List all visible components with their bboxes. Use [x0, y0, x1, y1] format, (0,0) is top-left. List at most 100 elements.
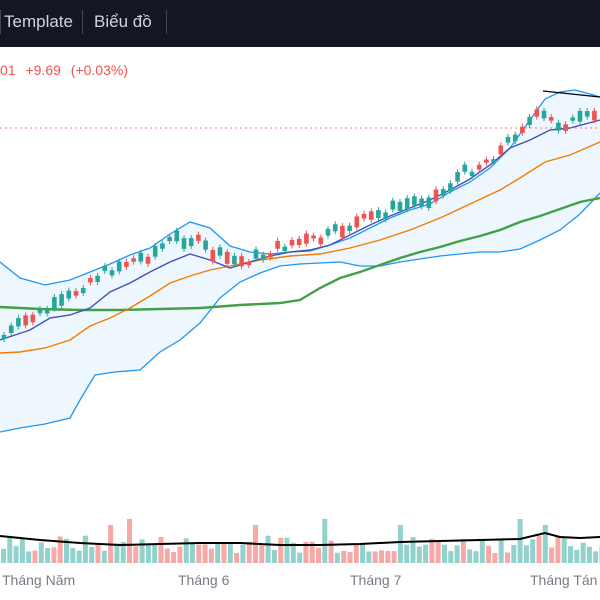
volume-bar [152, 545, 158, 563]
candle-body [469, 171, 475, 177]
candle-body [174, 230, 180, 242]
volume-bar [454, 545, 460, 563]
volume-bar [542, 525, 548, 563]
chart-menu-button[interactable]: Biểu đồ [94, 12, 152, 31]
volume-bar [82, 535, 88, 563]
volume-bar [221, 542, 227, 563]
volume-bar [561, 537, 567, 563]
volume-bar [309, 541, 315, 563]
candle-body [390, 200, 396, 210]
candle-body [462, 164, 468, 172]
volume-bar [13, 546, 19, 563]
candle-body [304, 233, 309, 244]
volume-bar [7, 537, 13, 563]
price-chart[interactable] [0, 47, 600, 572]
time-label-june: Tháng 6 [178, 572, 230, 588]
volume-bar [498, 539, 504, 563]
volume-bar [215, 542, 221, 563]
volume-bar [511, 545, 517, 563]
candle-body [145, 256, 151, 264]
candle-body [541, 110, 547, 119]
candle-body [59, 294, 64, 306]
volume-bar [334, 552, 340, 563]
candle-body [239, 256, 244, 267]
volume-bar [530, 539, 536, 563]
volume-bar [303, 541, 309, 563]
template-button[interactable]: Template [4, 12, 73, 31]
volume-bar [227, 544, 233, 563]
volume-bar [284, 537, 290, 563]
candle-body [368, 211, 374, 220]
time-label-may: Tháng Năm [2, 572, 76, 588]
candle-body [131, 258, 136, 262]
candle-body [138, 252, 144, 262]
candle-body [397, 201, 403, 211]
moving-average-slow-line [0, 196, 600, 312]
candle-body [570, 117, 576, 121]
candle-body [1, 334, 7, 339]
candle-body [167, 236, 172, 242]
volume-bar [164, 548, 170, 563]
volume-bar [316, 547, 321, 563]
volume-bar [278, 537, 284, 563]
candle-body [476, 164, 482, 170]
candle-body [232, 255, 237, 265]
volume-bar [70, 548, 76, 563]
candle-body [433, 189, 439, 202]
volume-bar [423, 544, 429, 563]
candle-body [318, 237, 324, 245]
volume-bar [271, 549, 277, 563]
candle-body [512, 134, 518, 142]
candle-body [109, 270, 115, 276]
candle-body [419, 198, 424, 207]
candle-body [340, 225, 345, 238]
candle-body [296, 238, 302, 246]
candle-body [246, 261, 252, 266]
volume-bar [64, 538, 69, 563]
candle-body [66, 290, 72, 299]
volume-bar [265, 535, 271, 563]
toolbar-separator [166, 10, 167, 34]
price-change-percent: (+0.03%) [70, 62, 128, 78]
candle-body [289, 239, 295, 246]
volume-bar [505, 552, 510, 563]
volume-bar [196, 544, 202, 563]
volume-bar [580, 542, 586, 563]
volume-bar [467, 549, 473, 563]
price-change: +9.69 [25, 62, 61, 78]
volume-bar [549, 547, 555, 563]
candle-body [116, 261, 122, 272]
candle-body [325, 228, 331, 236]
candle-body [160, 243, 165, 249]
candle-body [498, 145, 504, 155]
candle-body [268, 254, 273, 258]
volume-bar [259, 545, 265, 563]
candle-body [282, 246, 288, 251]
candle-body [88, 278, 93, 283]
candle-body [563, 124, 568, 131]
volume-bar [372, 551, 378, 563]
volume-bar [429, 538, 435, 563]
toolbar-separator [82, 10, 83, 34]
volume-bar [517, 519, 523, 563]
volume-bar [95, 542, 101, 563]
candle-body [181, 238, 187, 249]
candle-body [152, 246, 158, 257]
volume-bar [568, 546, 573, 563]
candle-body [354, 216, 360, 228]
volume-bar [322, 519, 328, 563]
volume-bar [290, 542, 296, 563]
candle-body [44, 308, 50, 314]
volume-bar [347, 551, 353, 563]
candle-body [426, 197, 432, 208]
candle-body [52, 297, 57, 309]
candle-body [505, 136, 511, 143]
candle-body [8, 325, 14, 334]
candle-body [73, 291, 79, 296]
volume-bar [133, 546, 139, 563]
volume-bar [328, 540, 334, 563]
volume-bar [190, 543, 195, 563]
candle-body [275, 240, 280, 249]
candle-body [260, 254, 266, 260]
volume-bar [492, 552, 498, 563]
